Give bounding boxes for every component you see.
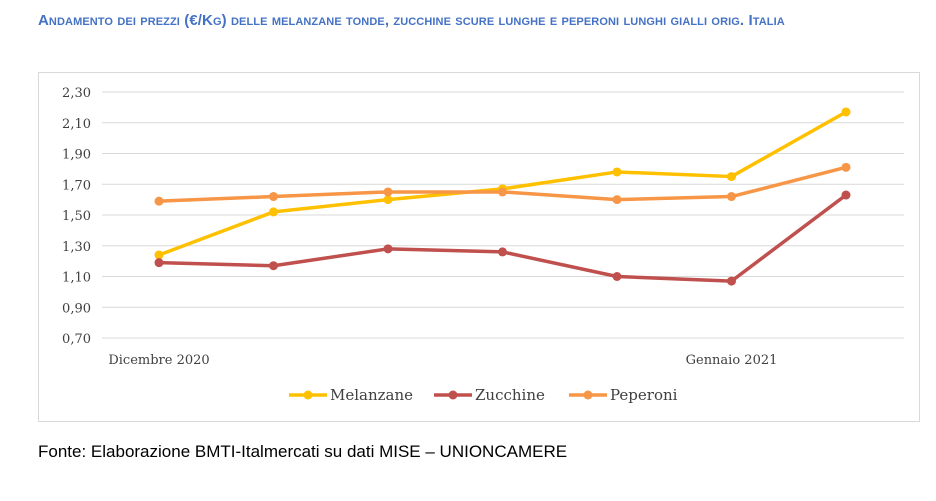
data-point-zucchine [383,244,393,254]
legend-label: Melanzane [330,386,413,404]
y-tick-label: 1,50 [62,209,91,224]
legend-marker [303,390,313,400]
source-note: Fonte: Elaborazione BMTI-Italmercati su … [38,442,568,461]
legend-label: Zucchine [475,386,545,404]
data-point-melanzane [383,195,393,205]
chart-frame: 0,70 0,90 1,10 1,30 1,50 1,70 1,90 2,10 2,30 Dic… [38,72,920,422]
data-point-melanzane [841,107,851,117]
y-tick-label: 2,10 [62,117,91,132]
legend-marker [583,390,593,400]
line-chart: 0,70 0,90 1,10 1,30 1,50 1,70 1,90 2,10 2,30 Dic… [62,86,904,404]
data-point-zucchine [612,272,622,281]
legend-label: Peperoni [610,386,678,404]
y-tick-label: 1,30 [62,240,91,255]
data-point-melanzane [727,172,736,182]
data-point-peperoni [841,162,851,172]
data-point-peperoni [269,192,278,202]
legend: Melanzane Zucchine Peperoni [289,386,678,404]
series-line-zucchine [157,193,848,283]
y-tick-label: 1,90 [62,148,91,163]
x-tick-label: Gennaio 2021 [686,353,778,368]
series-lines [154,107,851,286]
data-point-peperoni [154,196,164,206]
x-tick-label: Dicembre 2020 [108,353,209,368]
gridlines [102,91,904,339]
y-tick-label: 2,30 [62,86,91,101]
data-point-peperoni [727,192,736,202]
data-point-zucchine [269,261,278,271]
data-point-peperoni [498,187,507,197]
data-point-zucchine [841,190,851,200]
chart-title: Andamento dei prezzi (€/Kg) delle melanz… [38,12,785,29]
data-point-melanzane [269,207,278,217]
legend-marker [448,390,458,400]
data-point-peperoni [612,195,622,205]
data-point-zucchine [154,258,164,268]
data-point-zucchine [727,276,736,286]
x-axis-ticks: Dicembre 2020 Gennaio 2021 [108,353,777,368]
data-point-melanzane [612,167,622,177]
data-point-peperoni [383,187,393,197]
series-line-melanzane [157,110,848,257]
y-axis-ticks: 0,70 0,90 1,10 1,30 1,50 1,70 1,90 2,10 2,30 [62,86,91,347]
y-tick-label: 1,10 [62,271,91,286]
y-tick-label: 1,70 [62,178,91,193]
y-tick-label: 0,70 [62,332,91,347]
y-tick-label: 0,90 [62,301,91,316]
data-point-melanzane [154,250,164,260]
data-point-zucchine [498,247,507,257]
